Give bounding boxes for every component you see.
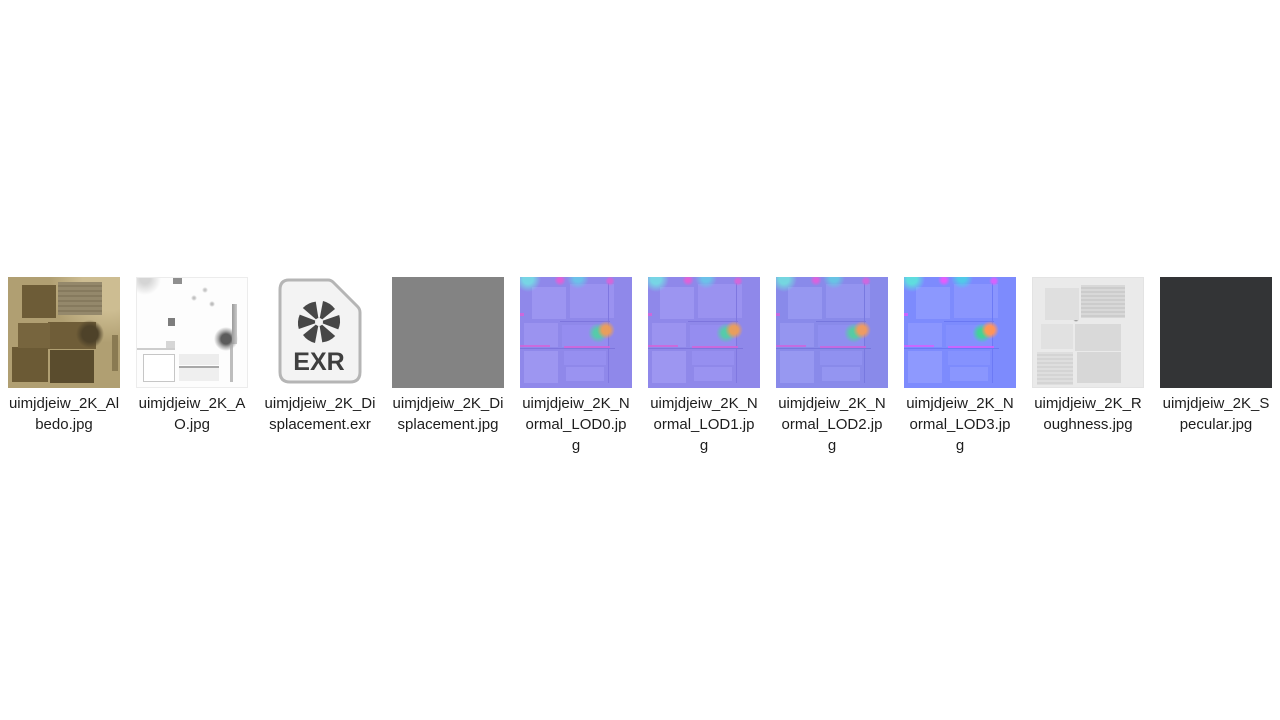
exr-file-icon: EXR [264, 277, 376, 388]
normal-lod1-thumbnail [648, 277, 760, 388]
file-tile-displacement-jpg[interactable]: uimjdjeiw_2K_Di splacement.jpg [392, 277, 504, 456]
roughness-thumbnail [1032, 277, 1144, 388]
file-tile-albedo[interactable]: uimjdjeiw_2K_Al bedo.jpg [8, 277, 120, 456]
file-name-label: uimjdjeiw_2K_S pecular.jpg [1162, 395, 1270, 433]
normal-lod3-thumbnail [904, 277, 1016, 388]
file-tile-roughness[interactable]: uimjdjeiw_2K_R oughness.jpg [1032, 277, 1144, 456]
exr-format-label: EXR [293, 348, 344, 376]
file-tile-normal-lod3[interactable]: uimjdjeiw_2K_N ormal_LOD3.jp g [904, 277, 1016, 456]
file-name-label: uimjdjeiw_2K_Di splacement.exr [264, 395, 376, 433]
file-name-label: uimjdjeiw_2K_R oughness.jpg [1034, 395, 1142, 433]
file-name-label: uimjdjeiw_2K_N ormal_LOD2.jp g [778, 395, 886, 454]
file-tile-ao[interactable]: uimjdjeiw_2K_A O.jpg [136, 277, 248, 456]
displacement-thumbnail [392, 277, 504, 388]
ao-thumbnail [136, 277, 248, 388]
file-name-label: uimjdjeiw_2K_N ormal_LOD1.jp g [650, 395, 758, 454]
file-name-label: uimjdjeiw_2K_Al bedo.jpg [8, 395, 120, 433]
document-icon: EXR [278, 278, 362, 384]
file-tile-displacement-exr[interactable]: EXR uimjdjeiw_2K_Di splacement.exr [264, 277, 376, 456]
aperture-icon [298, 301, 340, 343]
file-name-label: uimjdjeiw_2K_A O.jpg [138, 395, 246, 433]
file-tile-normal-lod1[interactable]: uimjdjeiw_2K_N ormal_LOD1.jp g [648, 277, 760, 456]
normal-lod2-thumbnail [776, 277, 888, 388]
normal-lod0-thumbnail [520, 277, 632, 388]
file-name-label: uimjdjeiw_2K_Di splacement.jpg [392, 395, 504, 433]
file-name-label: uimjdjeiw_2K_N ormal_LOD3.jp g [906, 395, 1014, 454]
file-name-label: uimjdjeiw_2K_N ormal_LOD0.jp g [522, 395, 630, 454]
file-tile-normal-lod2[interactable]: uimjdjeiw_2K_N ormal_LOD2.jp g [776, 277, 888, 456]
file-tile-normal-lod0[interactable]: uimjdjeiw_2K_N ormal_LOD0.jp g [520, 277, 632, 456]
albedo-thumbnail [8, 277, 120, 388]
file-grid: uimjdjeiw_2K_Al bedo.jpg uimjdjeiw_2K_A … [8, 277, 1272, 456]
specular-thumbnail [1160, 277, 1272, 388]
file-tile-specular[interactable]: uimjdjeiw_2K_S pecular.jpg [1160, 277, 1272, 456]
